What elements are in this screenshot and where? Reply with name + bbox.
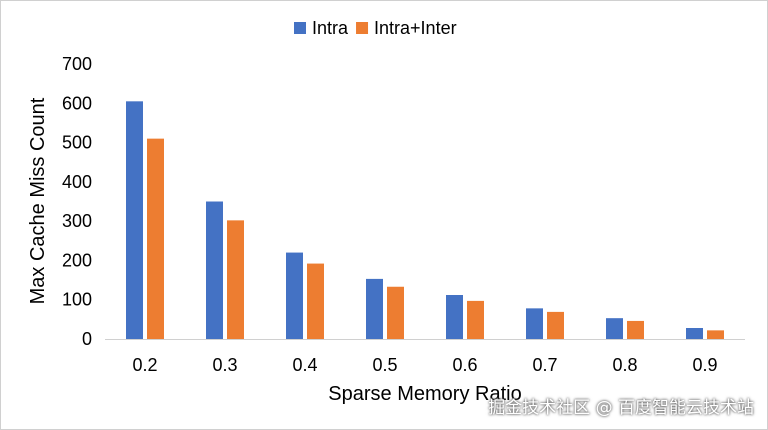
legend-swatch xyxy=(356,22,369,34)
y-tick-label: 400 xyxy=(62,172,92,192)
x-tick-label: 0.5 xyxy=(372,355,397,375)
legend: Intra Intra+Inter xyxy=(294,18,457,38)
bar-intra-0.7 xyxy=(526,308,543,339)
y-axis-label: Max Cache Miss Count xyxy=(27,97,49,304)
y-tick-label: 600 xyxy=(62,93,92,113)
bar-intra-0.8 xyxy=(606,318,623,339)
x-tick-label: 0.2 xyxy=(132,355,157,375)
bar-intra-inter-0.6 xyxy=(467,300,484,339)
legend-swatch xyxy=(294,22,306,34)
bar-intra-0.2 xyxy=(126,101,143,339)
x-tick-label: 0.9 xyxy=(692,355,717,375)
legend-label: Intra+Inter xyxy=(374,18,457,38)
x-axis-ticks: 0.2 0.3 0.4 0.5 0.6 0.7 0.8 0.9 xyxy=(132,355,717,375)
bar-intra-0.3 xyxy=(206,201,223,339)
y-tick-label: 500 xyxy=(62,133,92,153)
bar-intra-0.6 xyxy=(446,295,463,339)
y-tick-label: 700 xyxy=(62,54,92,74)
y-tick-label: 0 xyxy=(82,329,92,349)
bar-intra-inter-0.2 xyxy=(147,138,164,339)
bar-intra-inter-0.3 xyxy=(227,220,244,339)
x-tick-label: 0.4 xyxy=(292,355,317,375)
y-tick-label: 300 xyxy=(62,211,92,231)
bar-intra-inter-0.9 xyxy=(707,330,724,339)
bar-intra-0.4 xyxy=(286,252,303,339)
bar-intra-inter-0.4 xyxy=(307,263,324,339)
x-tick-label: 0.6 xyxy=(452,355,477,375)
x-tick-label: 0.7 xyxy=(532,355,557,375)
watermark: 掘金技术社区 @ 百度智能云技术站 xyxy=(488,398,754,418)
bar-intra-inter-0.7 xyxy=(547,311,564,339)
y-axis-ticks: 0 100 200 300 400 500 600 700 xyxy=(62,54,92,349)
legend-label: Intra xyxy=(312,18,349,38)
bars xyxy=(126,101,724,339)
x-tick-label: 0.3 xyxy=(212,355,237,375)
y-tick-label: 200 xyxy=(62,250,92,270)
y-tick-label: 100 xyxy=(62,290,92,310)
bar-intra-0.9 xyxy=(686,328,703,339)
bar-intra-0.5 xyxy=(366,278,383,339)
x-axis-label: Sparse Memory Ratio xyxy=(328,383,521,405)
x-tick-label: 0.8 xyxy=(612,355,637,375)
bar-intra-inter-0.8 xyxy=(627,320,644,339)
bar-intra-inter-0.5 xyxy=(387,286,404,339)
